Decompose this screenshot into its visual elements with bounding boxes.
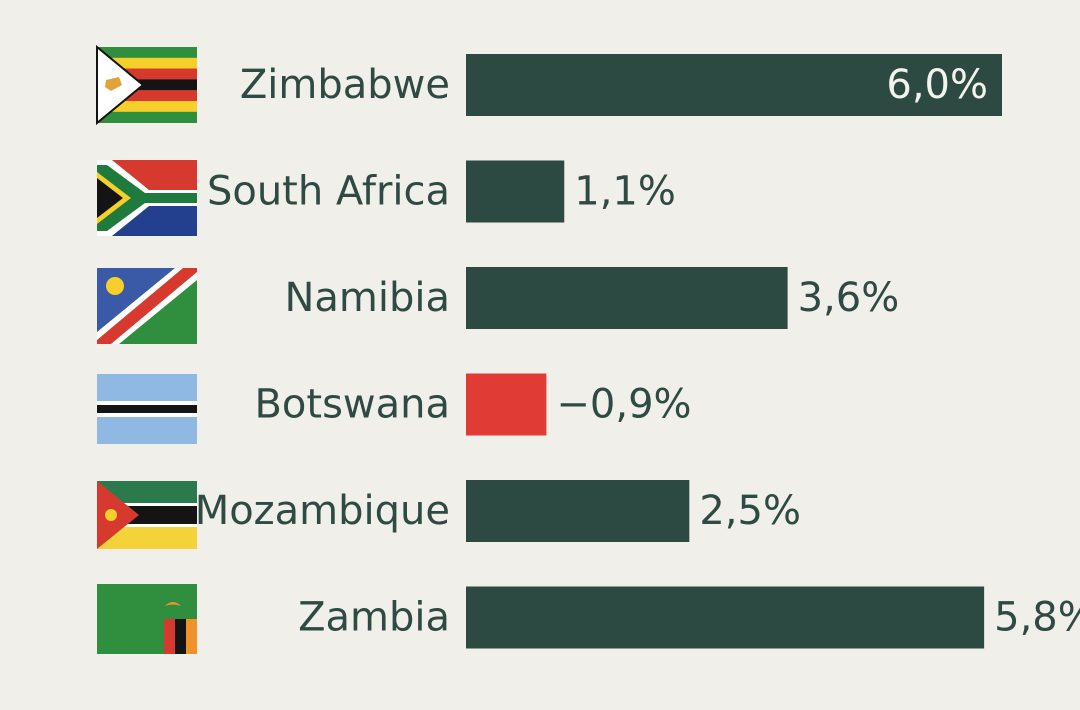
value-label-botswana: −0,9% xyxy=(556,382,691,428)
zimbabwe-flag xyxy=(96,44,197,126)
botswana-flag xyxy=(97,374,197,444)
bar-namibia xyxy=(466,267,788,329)
category-label-south-africa: South Africa xyxy=(207,169,450,215)
category-label-zimbabwe: Zimbabwe xyxy=(240,62,450,108)
category-label-zambia: Zambia xyxy=(298,595,450,641)
bar-zimbabwe xyxy=(466,54,1002,116)
bars-layer: Zimbabwe 6,0% South Africa 1,1% Namibia 3,6% B… xyxy=(195,54,1080,649)
value-label-zimbabwe: 6,0% xyxy=(886,62,988,108)
mozambique-flag xyxy=(97,481,197,549)
namibia-flag xyxy=(97,268,197,344)
value-label-zambia: 5,8% xyxy=(994,595,1080,641)
category-label-namibia: Namibia xyxy=(284,275,450,321)
value-label-mozambique: 2,5% xyxy=(699,488,801,534)
south-africa-flag xyxy=(97,160,197,236)
bar-mozambique xyxy=(466,480,690,542)
category-label-botswana: Botswana xyxy=(254,382,450,428)
bar-zambia xyxy=(466,586,985,649)
bar-south-africa xyxy=(466,160,565,223)
zambia-flag xyxy=(97,584,197,654)
value-label-south-africa: 1,1% xyxy=(574,169,676,215)
bar-botswana xyxy=(466,373,547,436)
category-label-mozambique: Mozambique xyxy=(195,488,450,534)
value-label-namibia: 3,6% xyxy=(798,275,900,321)
